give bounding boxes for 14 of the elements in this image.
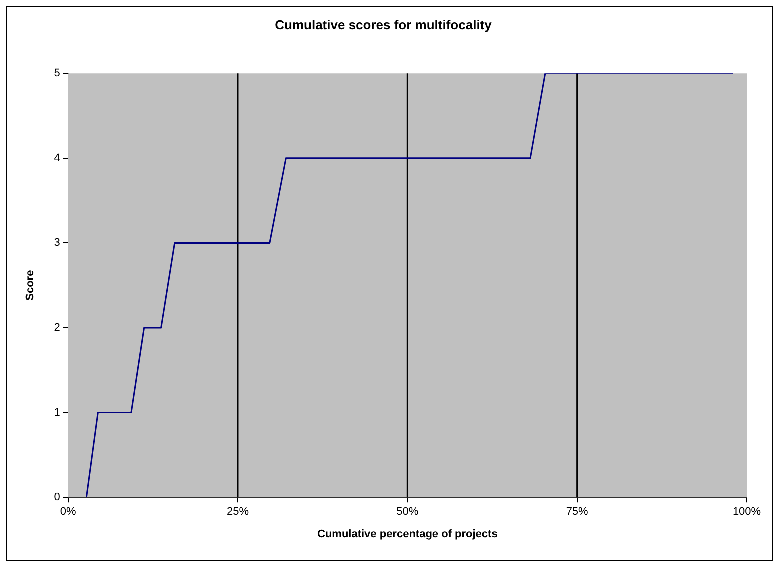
y-tick-label: 5 <box>54 68 60 80</box>
x-tick-label: 100% <box>732 506 762 518</box>
y-tick-label: 1 <box>54 406 60 419</box>
x-tick-label: 75% <box>566 506 589 518</box>
x-tick-label: 25% <box>226 506 250 518</box>
y-axis-title: Score <box>24 270 37 301</box>
x-axis-title: Cumulative percentage of projects <box>317 528 498 540</box>
y-tick-label: 3 <box>54 237 60 250</box>
y-tick-label: 2 <box>54 322 60 334</box>
y-tick-label: 4 <box>54 152 60 164</box>
x-tick-label: 50% <box>396 506 419 518</box>
y-tick-label: 0 <box>54 492 60 504</box>
chart-title: Cumulative scores for multifocality <box>275 17 493 32</box>
x-tick-label: 0% <box>60 506 76 518</box>
